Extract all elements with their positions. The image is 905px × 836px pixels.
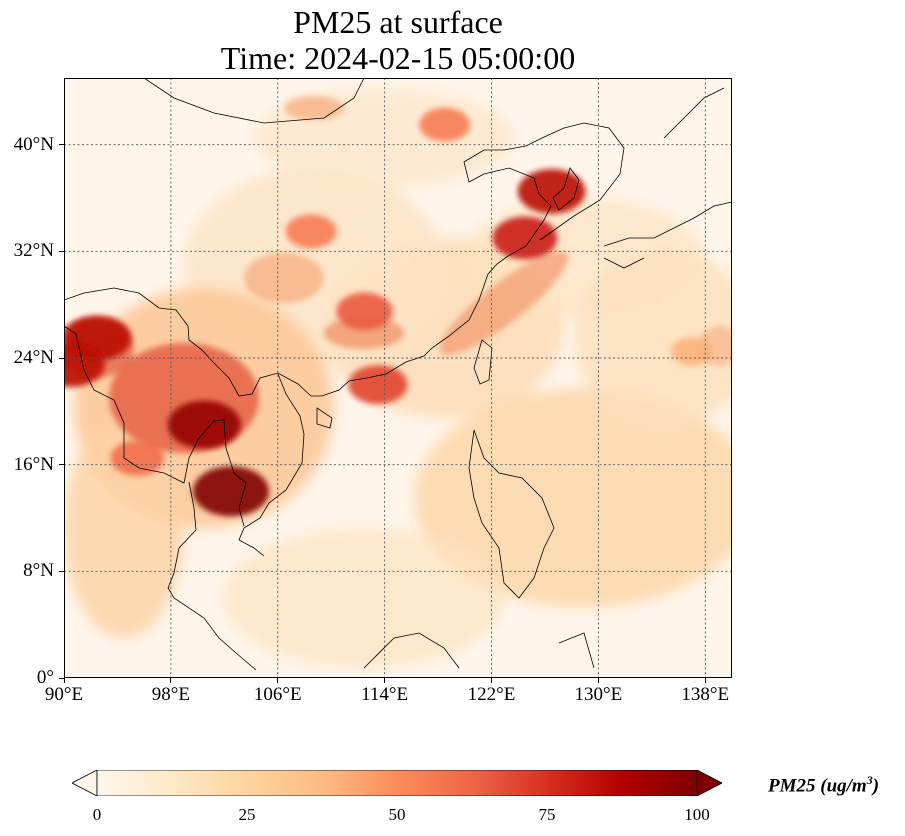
lat-tick-mark	[59, 250, 64, 252]
hotspot-outer-coast	[439, 251, 569, 355]
pm25-hotspot	[64, 342, 105, 387]
pm25-hotspot	[285, 214, 337, 249]
lat-tick-mark	[59, 357, 64, 359]
colorbar-outline	[96, 770, 698, 796]
pm25-hotspot	[110, 440, 165, 476]
lat-tick-mark	[59, 144, 64, 146]
lat-tick-label: 24°N	[13, 347, 54, 368]
lon-tick-label: 138°E	[681, 684, 730, 705]
lon-tick-label: 114°E	[361, 684, 409, 705]
lat-tick-label: 16°N	[13, 453, 54, 475]
lat-tick-label: 8°N	[23, 560, 54, 582]
gulf-thailand-coastline	[223, 419, 247, 527]
lat-tick-label: 40°N	[13, 133, 54, 155]
bay-haze	[64, 418, 184, 638]
japan-coastline	[603, 201, 732, 269]
lat-tick-label: 0°	[36, 667, 54, 688]
colorbar-tick-label: 0	[92, 805, 102, 824]
lon-tick-mark	[277, 678, 279, 683]
pm25-hotspot	[348, 365, 408, 405]
pm25-hotspot	[193, 466, 269, 517]
korea-coastline	[552, 167, 580, 211]
hokkaido-coastline	[663, 87, 725, 139]
map-plot-area[interactable]	[64, 78, 732, 678]
lon-tick-mark	[704, 678, 706, 683]
colorbar-extend-low	[72, 770, 98, 796]
hotspot-outer-sichuan	[244, 253, 324, 303]
colorbar-tick-label: 75	[538, 805, 556, 824]
lat-tick-label: 32°N	[13, 240, 54, 262]
colorbar	[72, 770, 722, 796]
colorbar-tick-label: 50	[388, 805, 406, 824]
colorbar-extend-high	[696, 770, 722, 796]
sea-haze	[224, 528, 504, 668]
colorbar-tick-label: 25	[238, 805, 256, 824]
lon-tick-label: 122°E	[467, 684, 516, 705]
lat-tick-mark	[59, 677, 64, 679]
sulawesi-coastline	[558, 632, 595, 669]
gridlines	[64, 78, 732, 678]
colorbar-label: PM25 (ug/m3)	[768, 773, 880, 797]
borneo-coastline	[363, 632, 460, 669]
lat-tick-mark	[59, 464, 64, 466]
lon-tick-mark	[63, 678, 65, 683]
lon-tick-mark	[597, 678, 599, 683]
lon-tick-label: 90°E	[44, 684, 84, 705]
hotspot-outer-south-china	[324, 317, 404, 349]
colorbar-gradient	[97, 770, 697, 796]
lat-tick-mark	[59, 570, 64, 572]
taiwan-island	[473, 339, 493, 385]
lon-tick-mark	[170, 678, 172, 683]
map-subtitle-time: Time: 2024-02-15 05:00:00	[220, 40, 576, 76]
malay-coastline	[167, 481, 257, 671]
coastlines	[64, 78, 732, 671]
lon-tick-label: 98°E	[151, 684, 190, 705]
philippines-coastline	[468, 429, 555, 599]
lon-tick-mark	[384, 678, 386, 683]
colorbar-tick-label: 100	[684, 805, 710, 824]
pm25-hotspot	[419, 107, 471, 142]
china-coastline	[64, 122, 625, 397]
lon-tick-mark	[491, 678, 493, 683]
myanmar-coastline	[64, 325, 225, 484]
lon-tick-label: 130°E	[574, 684, 623, 705]
pm25-hotspot	[336, 292, 393, 331]
pm25-hotspot	[670, 337, 714, 366]
hainan-island	[316, 407, 333, 429]
pacific-haze	[414, 388, 732, 608]
pm25-map	[64, 78, 732, 678]
pm25-hotspot	[492, 216, 558, 260]
lon-tick-label: 106°E	[253, 684, 302, 705]
map-title: PM25 at surface	[293, 4, 503, 40]
hotspot-outer-mongolia	[284, 96, 344, 120]
pm25-hotspot	[167, 400, 241, 449]
northern-border	[143, 78, 365, 124]
